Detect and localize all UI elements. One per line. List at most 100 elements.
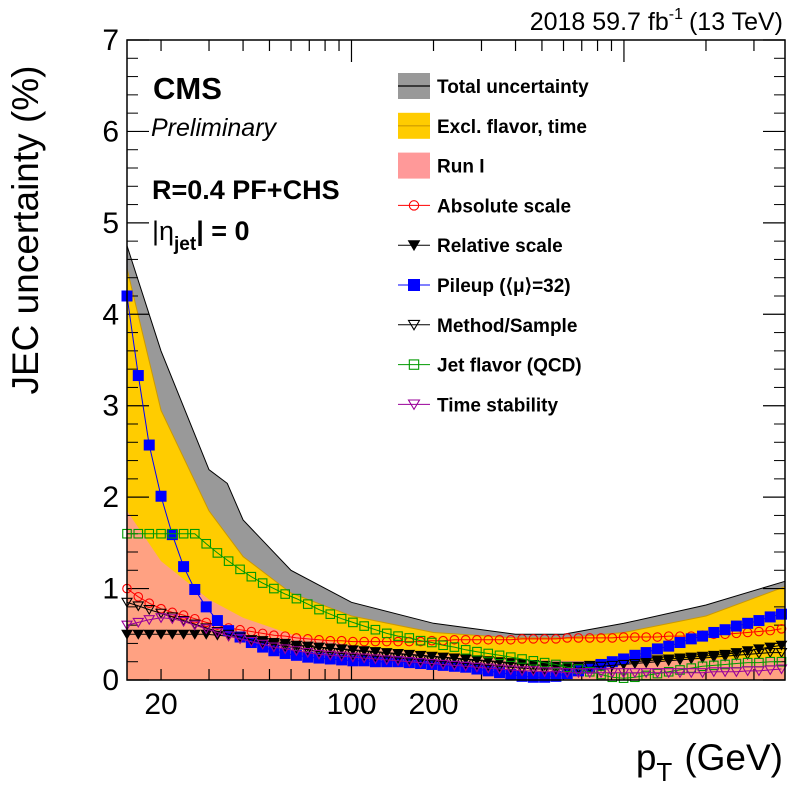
marker-method (256, 637, 269, 649)
x-tick-label: 20 (144, 688, 177, 721)
marker-method (775, 648, 788, 659)
legend-label-time: Time stability (437, 395, 559, 416)
marker-flavor (302, 599, 313, 609)
marker-time (741, 666, 754, 677)
marker-time (628, 668, 641, 679)
marker-time (752, 666, 765, 677)
legend-label-pileup: Pileup (⟨μ⟩=32) (437, 276, 571, 297)
marker-method (696, 653, 709, 664)
legend-item-relative: Relative scale (398, 236, 563, 257)
marker-relative (775, 640, 788, 651)
y-tick-label: 1 (102, 573, 119, 606)
marker-flavor (449, 642, 460, 652)
marker-time (493, 664, 506, 675)
marker-time (527, 666, 540, 677)
marker-flavor (415, 635, 426, 646)
marker-time (448, 660, 461, 671)
marker-absolute (189, 613, 200, 624)
marker-time (617, 668, 630, 679)
marker-flavor (212, 548, 223, 558)
marker-absolute (359, 636, 369, 647)
marker-method (741, 649, 754, 660)
marker-pileup (708, 626, 720, 638)
marker-pileup (618, 653, 630, 665)
marker-method (301, 645, 314, 656)
marker-time (425, 658, 438, 670)
marker-time (640, 668, 653, 679)
marker-absolute (460, 634, 471, 645)
legend-item-absolute: Absolute scale (398, 196, 571, 217)
marker-pileup (132, 370, 144, 382)
marker-pileup (189, 583, 201, 595)
marker-flavor (427, 637, 437, 648)
marker-relative (301, 641, 314, 652)
marker-flavor (709, 660, 719, 671)
marker-absolute (408, 200, 420, 211)
marker-absolute (483, 634, 494, 645)
marker-flavor (505, 652, 516, 662)
x-axis-label-p: p (636, 737, 657, 778)
marker-method (346, 649, 359, 660)
marker-absolute (449, 634, 460, 645)
marker-flavor (235, 564, 245, 575)
marker-flavor (584, 666, 595, 677)
cms-label: CMS (153, 71, 222, 106)
marker-method (516, 663, 529, 674)
legend-label-total: Total uncertainty (437, 77, 589, 98)
legend-label-excl: Excl. flavor, time (437, 117, 587, 138)
marker-flavor (246, 571, 257, 582)
marker-method (707, 652, 720, 663)
marker-time (764, 665, 777, 676)
marker-time (719, 667, 732, 678)
marker-absolute (618, 632, 629, 642)
marker-flavor (348, 617, 358, 628)
marker-absolute (663, 631, 674, 641)
marker-method (407, 319, 421, 331)
legend-swatch-run1 (398, 152, 430, 179)
marker-flavor (408, 359, 420, 370)
marker-absolute (551, 634, 561, 644)
marker-method (234, 632, 247, 643)
marker-time (155, 613, 168, 624)
marker-flavor (697, 661, 708, 672)
marker-flavor (381, 628, 392, 639)
marker-time (516, 666, 529, 677)
y-tick-label: 7 (102, 24, 119, 57)
marker-pileup (211, 615, 223, 627)
y-tick-label: 0 (102, 664, 119, 697)
marker-time (538, 667, 551, 678)
marker-method (358, 650, 371, 661)
marker-absolute (630, 632, 640, 642)
marker-flavor (551, 659, 561, 670)
marker-time (674, 668, 686, 679)
marker-method (290, 643, 303, 654)
marker-time (267, 642, 280, 653)
marker-absolute (584, 633, 595, 643)
marker-method (651, 657, 664, 668)
marker-time (380, 655, 393, 666)
marker-absolute (494, 634, 505, 645)
marker-flavor (596, 669, 606, 680)
marker-flavor (370, 624, 381, 635)
marker-method (764, 648, 777, 659)
marker-pileup (640, 647, 652, 659)
marker-pileup (697, 630, 709, 642)
marker-relative (407, 240, 421, 252)
marker-time (572, 668, 585, 679)
marker-time (549, 667, 562, 678)
marker-absolute (539, 634, 550, 644)
marker-flavor (539, 657, 550, 668)
marker-relative (279, 638, 292, 649)
marker-pileup (629, 649, 641, 661)
marker-flavor (269, 583, 279, 594)
marker-flavor (460, 645, 471, 655)
legend-label-run1: Run I (437, 157, 485, 178)
marker-method (414, 655, 427, 666)
marker-pileup (178, 561, 190, 573)
marker-flavor (663, 666, 674, 677)
marker-method (685, 654, 698, 665)
marker-method (313, 647, 325, 658)
marker-method (335, 648, 348, 660)
marker-absolute (370, 636, 381, 647)
